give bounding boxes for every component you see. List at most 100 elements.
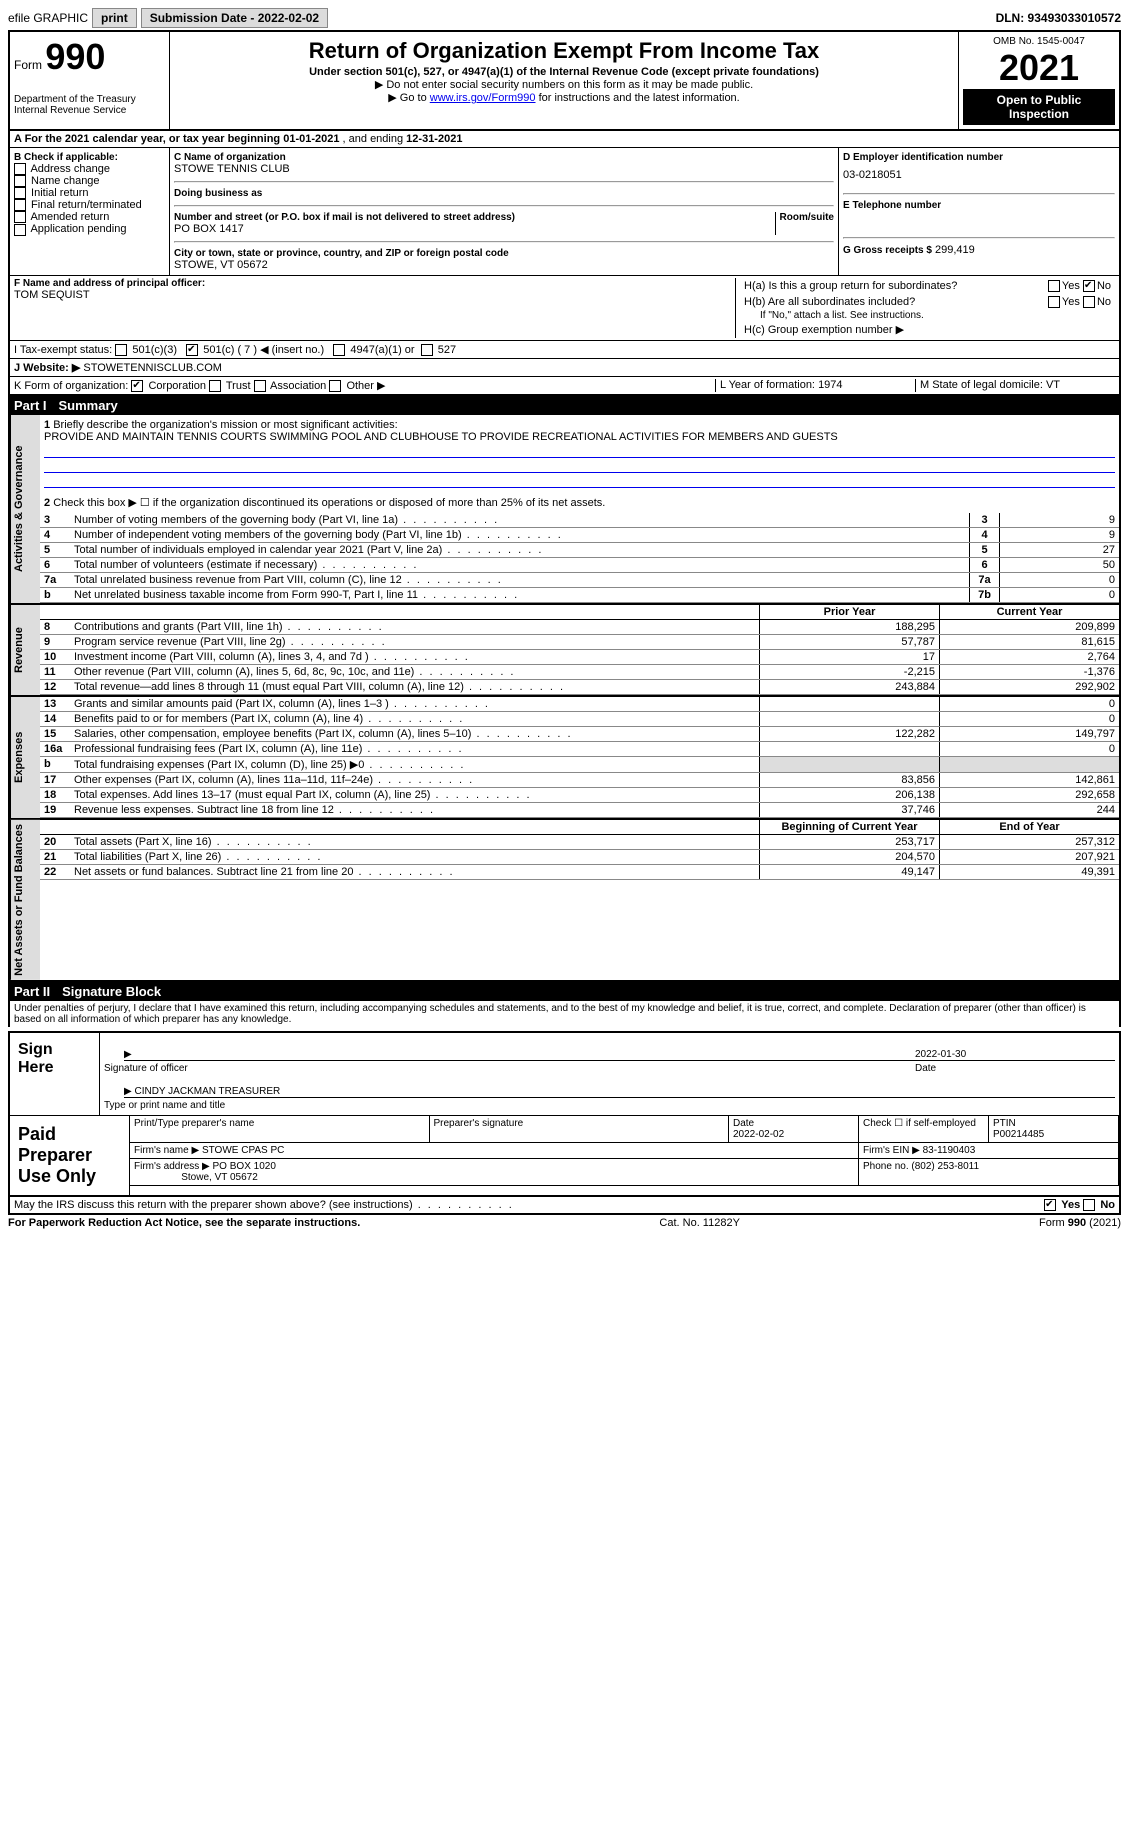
period-mid: , and ending — [343, 133, 407, 145]
website-row: J Website: ▶ STOWETENNISCLUB.COM — [8, 359, 1121, 377]
sign-here-label: Sign Here — [10, 1033, 100, 1115]
header-title-cell: Return of Organization Exempt From Incom… — [170, 32, 959, 129]
expenses-tab: Expenses — [10, 697, 40, 818]
boxb-checkbox[interactable] — [14, 211, 26, 223]
boxb-checkbox[interactable] — [14, 175, 26, 187]
other-checkbox[interactable] — [329, 380, 341, 392]
firm-addr-value: PO BOX 1020 — [213, 1161, 276, 1172]
boxb-checkbox[interactable] — [14, 199, 26, 211]
box-b-label: B Check if applicable: — [14, 152, 165, 163]
discuss-no-checkbox[interactable] — [1083, 1199, 1095, 1211]
summary-line-row: bNet unrelated business taxable income f… — [40, 588, 1119, 603]
firm-phone-label: Phone no. — [863, 1161, 909, 1172]
4947-checkbox[interactable] — [333, 344, 345, 356]
begin-year-header: Beginning of Current Year — [759, 820, 939, 834]
prep-date-label: Date — [733, 1118, 754, 1129]
527-checkbox[interactable] — [421, 344, 433, 356]
box-k: K Form of organization: Corporation Trus… — [14, 379, 715, 392]
firm-ein-label: Firm's EIN ▶ — [863, 1145, 920, 1156]
summary-two-col-row: 20Total assets (Part X, line 16)253,7172… — [40, 835, 1119, 850]
summary-line-row: 3Number of voting members of the governi… — [40, 513, 1119, 528]
dba-label: Doing business as — [174, 188, 834, 199]
sig-date-value: 2022-01-30 — [915, 1049, 1115, 1061]
preparer-rows: Print/Type preparer's name Preparer's si… — [130, 1116, 1119, 1195]
box-c: C Name of organization STOWE TENNIS CLUB… — [170, 148, 839, 275]
form-subtitle: Under section 501(c), 527, or 4947(a)(1)… — [174, 66, 954, 78]
open-public-badge: Open to Public Inspection — [963, 89, 1115, 125]
addr-label: Number and street (or P.O. box if mail i… — [174, 212, 767, 223]
city-label: City or town, state or province, country… — [174, 248, 834, 259]
summary-two-col-row: 21Total liabilities (Part X, line 26)204… — [40, 850, 1119, 865]
org-form-row: K Form of organization: Corporation Trus… — [8, 377, 1121, 396]
gross-value: 299,419 — [935, 244, 975, 256]
city-value: STOWE, VT 05672 — [174, 259, 834, 271]
501c3-checkbox[interactable] — [115, 344, 127, 356]
hb-yes-checkbox[interactable] — [1048, 296, 1060, 308]
boxb-checkbox[interactable] — [14, 187, 26, 199]
paid-preparer-label: Paid Preparer Use Only — [10, 1116, 130, 1195]
ha-yes-checkbox[interactable] — [1048, 280, 1060, 292]
governance-tab: Activities & Governance — [10, 415, 40, 603]
officer-label: F Name and address of principal officer: — [14, 278, 735, 289]
sig-date-label: Date — [915, 1063, 1115, 1074]
boxb-checkbox[interactable] — [14, 224, 26, 236]
hb-no-checkbox[interactable] — [1083, 296, 1095, 308]
box-c-label: C Name of organization — [174, 152, 834, 163]
omb-number: OMB No. 1545-0047 — [963, 36, 1115, 47]
boxb-checkbox[interactable] — [14, 163, 26, 175]
summary-line-row: 7aTotal unrelated business revenue from … — [40, 573, 1119, 588]
expenses-section: Expenses 13Grants and similar amounts pa… — [10, 697, 1119, 820]
prep-name-label: Print/Type preparer's name — [130, 1116, 430, 1142]
dln-label: DLN: 93493033010572 — [996, 11, 1121, 25]
firm-addr-cell: Firm's address ▶ PO BOX 1020 Stowe, VT 0… — [130, 1159, 859, 1185]
ha-label: H(a) Is this a group return for subordin… — [744, 280, 957, 292]
boxb-item: Initial return — [14, 187, 165, 199]
period-begin: 01-01-2021 — [283, 133, 339, 145]
phone-label: E Telephone number — [843, 200, 1115, 211]
summary-two-col-row: 15Salaries, other compensation, employee… — [40, 727, 1119, 742]
ein-value: 03-0218051 — [843, 163, 1115, 187]
prep-row-1: Print/Type preparer's name Preparer's si… — [130, 1116, 1119, 1143]
part1-header: Part I Summary — [8, 396, 1121, 415]
4947-label: 4947(a)(1) or — [350, 344, 414, 356]
ptin-cell: PTINP00214485 — [989, 1116, 1119, 1142]
mission-box: 1 Briefly describe the organization's mi… — [40, 415, 1119, 492]
goto-pre: ▶ Go to — [388, 92, 429, 104]
irs-link[interactable]: www.irs.gov/Form990 — [430, 92, 536, 104]
firm-ein-cell: Firm's EIN ▶ 83-1190403 — [859, 1143, 1119, 1158]
firm-name-label: Firm's name ▶ — [134, 1145, 199, 1156]
box-h: H(a) Is this a group return for subordin… — [735, 278, 1115, 338]
year-box: OMB No. 1545-0047 2021 Open to Public In… — [959, 32, 1119, 129]
boxb-item: Final return/terminated — [14, 199, 165, 211]
page-footer: For Paperwork Reduction Act Notice, see … — [8, 1215, 1121, 1231]
signature-block: Sign Here ▶ Signature of officer 2022-01… — [8, 1031, 1121, 1197]
corp-checkbox[interactable] — [131, 380, 143, 392]
discuss-yes-checkbox[interactable] — [1044, 1199, 1056, 1211]
exempt-label: I Tax-exempt status: — [14, 344, 112, 356]
box-f: F Name and address of principal officer:… — [14, 278, 735, 338]
org-name: STOWE TENNIS CLUB — [174, 163, 834, 175]
part2-subtitle: Signature Block — [62, 984, 161, 999]
sig-name-value: CINDY JACKMAN TREASURER — [134, 1086, 280, 1097]
firm-addr-label: Firm's address ▶ — [134, 1161, 210, 1172]
ein-label: D Employer identification number — [843, 152, 1115, 163]
box-m: M State of legal domicile: VT — [915, 379, 1115, 392]
k-label: K Form of organization: — [14, 380, 128, 392]
hb-label: H(b) Are all subordinates included? — [744, 296, 915, 308]
revenue-tab: Revenue — [10, 605, 40, 695]
501c-checkbox[interactable] — [186, 344, 198, 356]
submission-date-button[interactable]: Submission Date - 2022-02-02 — [141, 8, 328, 28]
trust-checkbox[interactable] — [209, 380, 221, 392]
box-d-e-g: D Employer identification number 03-0218… — [839, 148, 1119, 275]
prep-row-3: Firm's address ▶ PO BOX 1020 Stowe, VT 0… — [130, 1159, 1119, 1186]
ha-no-checkbox[interactable] — [1083, 280, 1095, 292]
summary-two-col-row: 16aProfessional fundraising fees (Part I… — [40, 742, 1119, 757]
print-button[interactable]: print — [92, 8, 137, 28]
501c3-label: 501(c)(3) — [132, 344, 177, 356]
period-label: A For the 2021 calendar year, or tax yea… — [14, 133, 283, 145]
assoc-checkbox[interactable] — [254, 380, 266, 392]
street-address: PO BOX 1417 — [174, 223, 767, 235]
boxb-item: Address change — [14, 163, 165, 175]
no-label: No — [1100, 1199, 1115, 1211]
corp-label: Corporation — [148, 380, 205, 392]
